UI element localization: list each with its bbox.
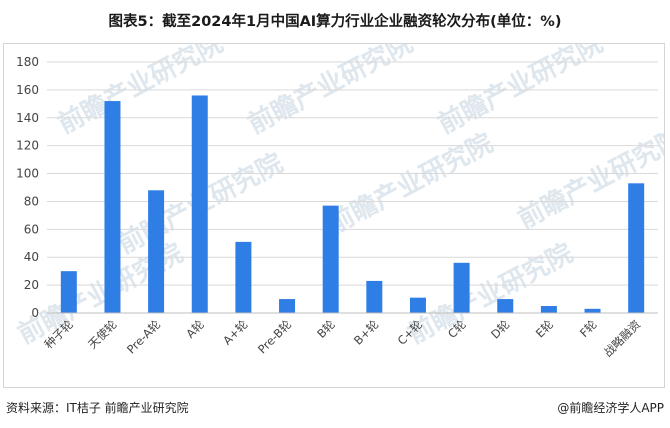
y-axis: 0 20 40 60 80 100 120 140 160 180 [16,55,39,320]
x-tick-label: 天使轮 [85,317,120,352]
bar-6 [322,205,339,313]
watermark-text: 前瞻产业研究院 [433,44,608,140]
watermark-text: 前瞻产业研究院 [243,44,418,140]
bar-3 [191,95,208,313]
bar-11 [540,306,557,313]
x-tick-label: D轮 [488,317,513,342]
bar-8 [409,297,426,313]
source-note: 资料来源：IT桔子 前瞻产业研究院 [6,401,189,415]
bar-4 [235,241,252,313]
y-tick-label: 120 [16,139,39,153]
y-tick-label: 20 [24,278,39,292]
y-tick-label: 160 [16,83,39,97]
bar-12 [584,308,601,313]
x-tick-label: Pre-B轮 [255,317,295,357]
y-tick-label: 40 [24,250,39,264]
bar-13 [628,183,645,313]
y-tick-label: 80 [24,194,39,208]
y-tick-label: 140 [16,111,39,125]
x-axis: 种子轮 天使轮 Pre-A轮 A轮 A+轮 Pre-B轮 B轮 B+轮 C+轮 C轮 D轮 E轮 F轮战… [42,317,644,360]
bar-0 [60,271,77,313]
bar-9 [453,262,470,313]
x-tick-label: F轮 [577,317,600,340]
x-tick-label: Pre-A轮 [124,317,164,357]
bar-7 [366,280,383,313]
brand-credit: @前瞻经济学人APP [557,401,664,415]
x-tick-label: A+轮 [220,317,251,348]
x-tick-label: B+轮 [351,317,382,348]
chart-title: 图表5：截至2024年1月中国AI算力行业企业融资轮次分布(单位：%) [108,14,562,30]
bar-5 [279,299,296,313]
bar-10 [497,299,514,313]
x-tick-label: A轮 [183,317,207,341]
y-tick-label: 180 [16,55,39,69]
x-tick-label: B轮 [314,317,338,341]
x-tick-label: 战略融资 [601,317,643,359]
y-tick-label: 60 [24,222,39,236]
y-tick-label: 0 [31,306,39,320]
bars [60,95,645,313]
y-tick-label: 100 [16,167,39,181]
x-tick-label: E轮 [533,317,557,341]
chart-area: 前瞻产业研究院 前瞻产业研究院 前瞻产业研究院 前瞻产业研究院 前瞻产业研究院 前瞻产业研… [3,43,665,388]
watermark-text: 前瞻产业研究院 [323,127,498,240]
bar-1 [104,101,121,313]
bar-2 [148,190,165,313]
